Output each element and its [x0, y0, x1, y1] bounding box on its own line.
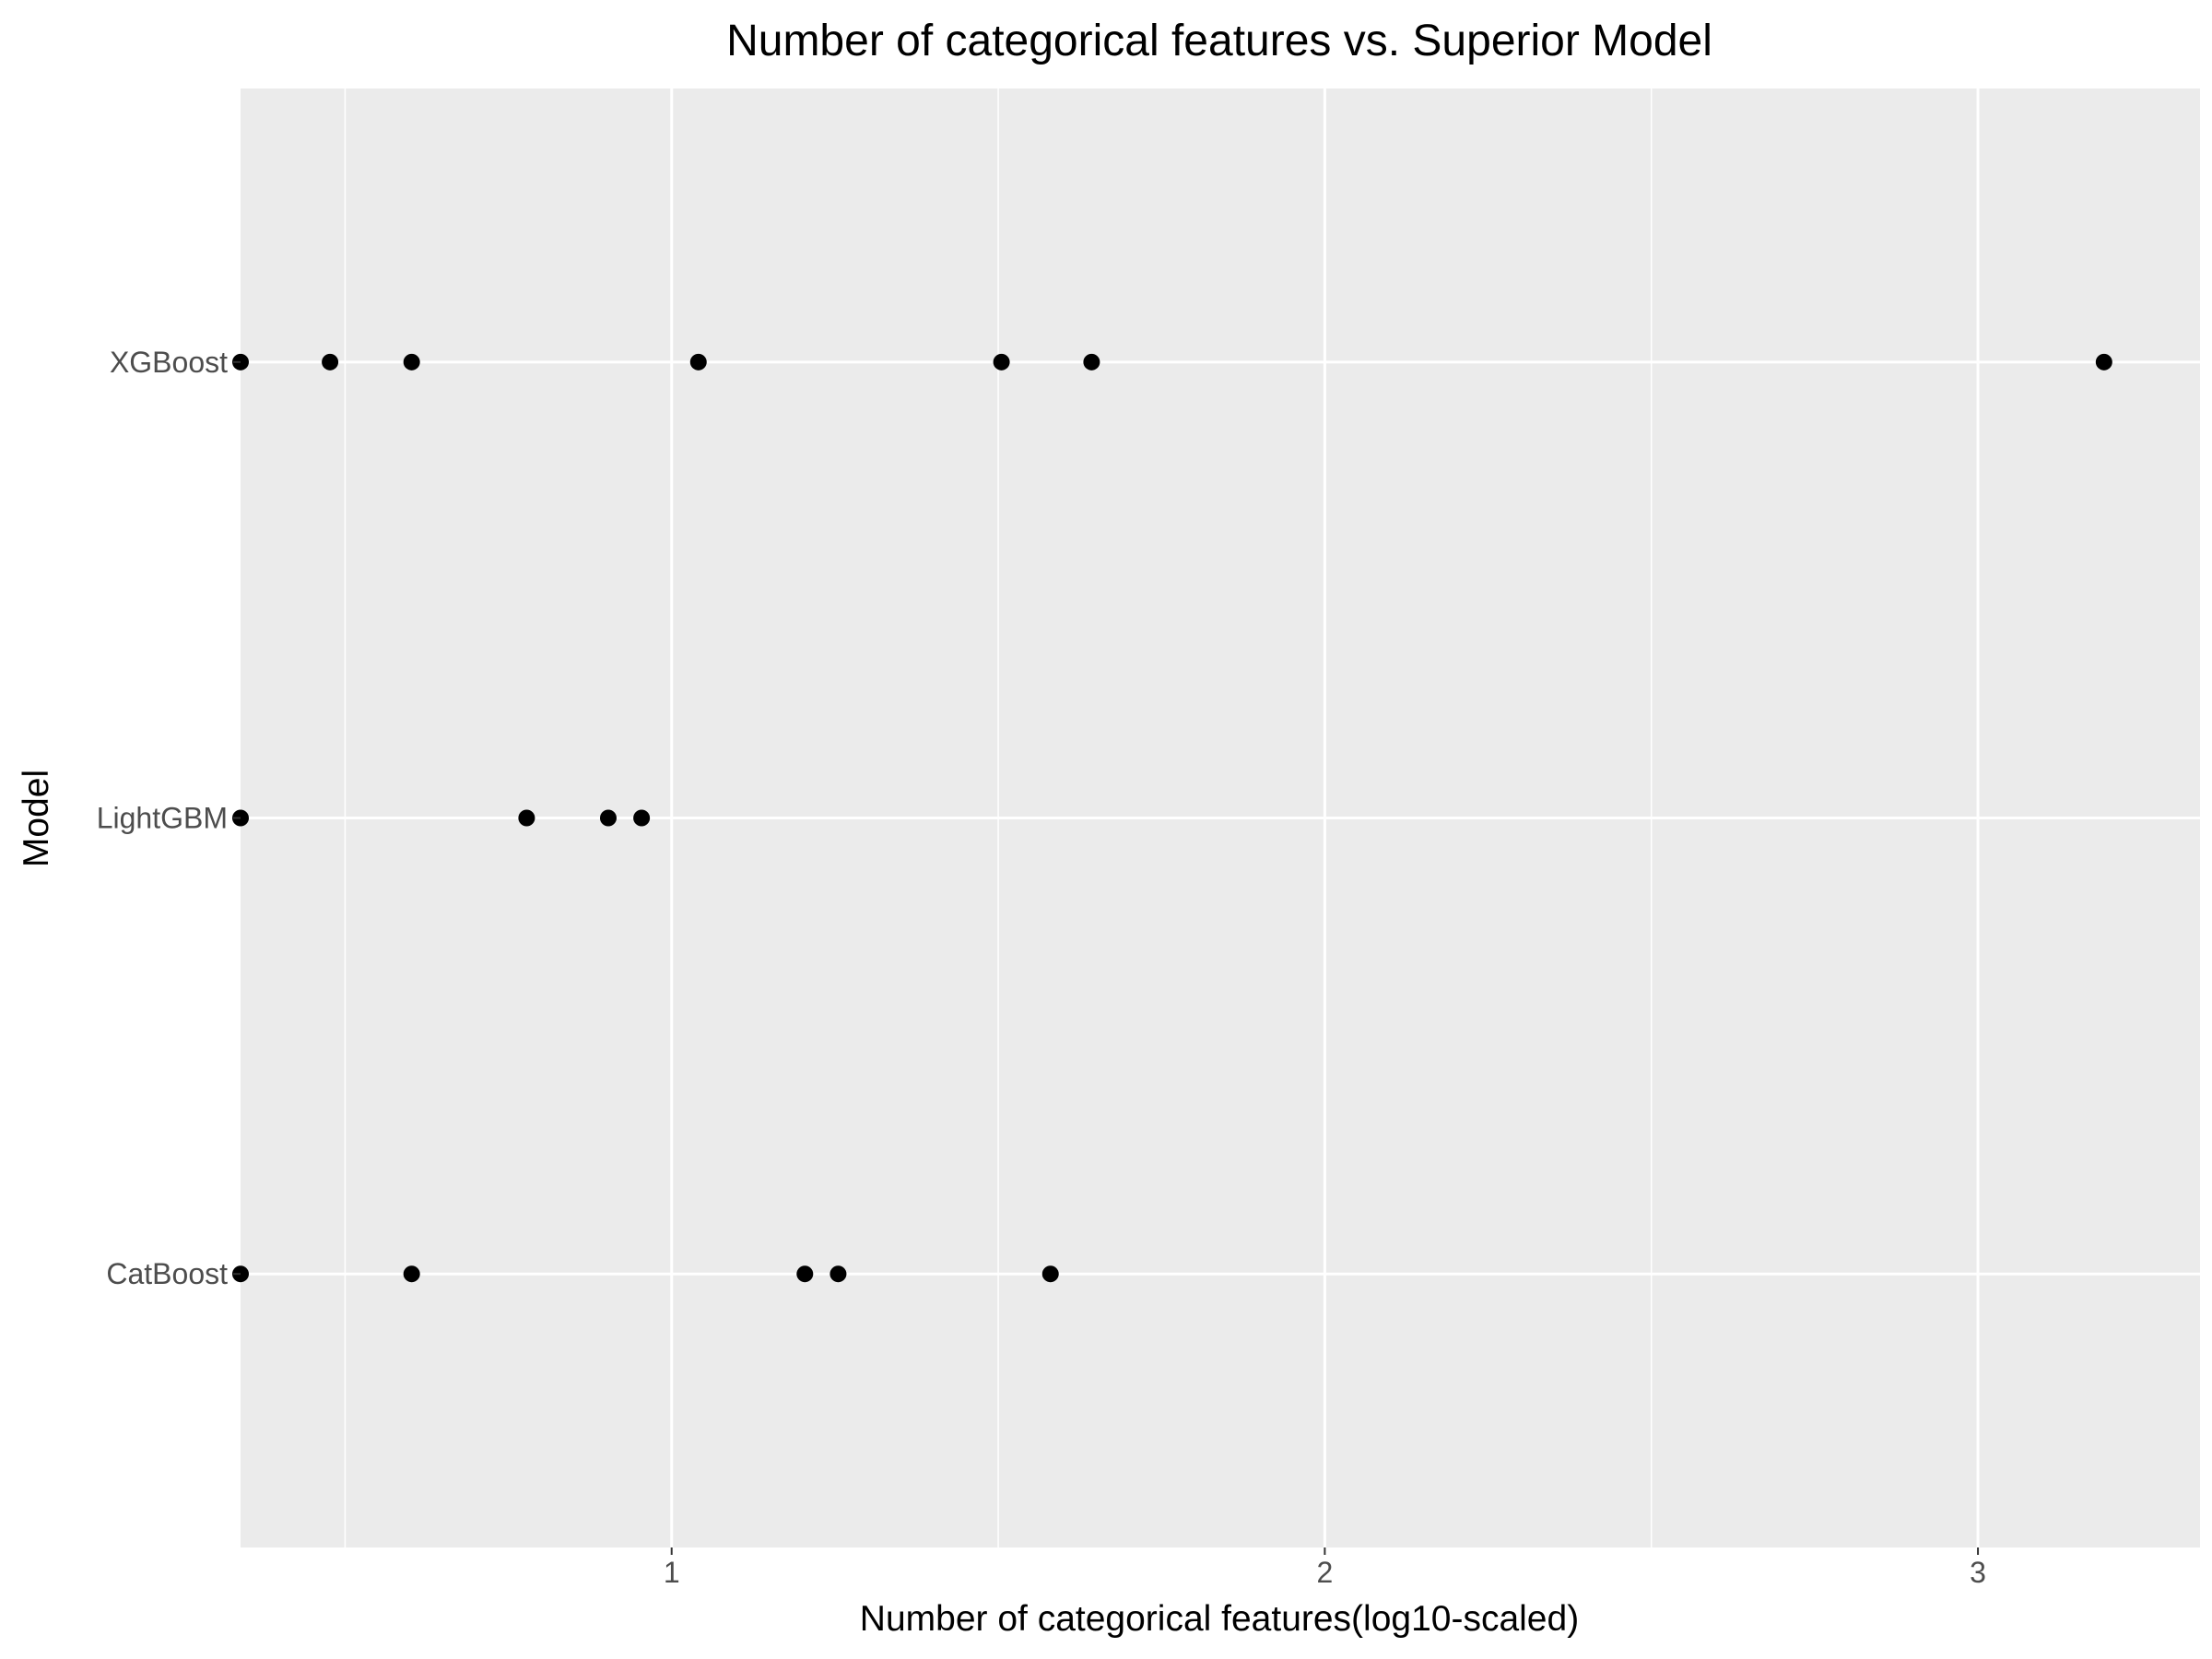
- y-tick-label: XGBoost: [110, 346, 228, 379]
- y-tick-label: LightGBM: [97, 802, 228, 835]
- data-point: [830, 1265, 847, 1283]
- major-gridlines-y: [241, 360, 2200, 1276]
- data-point: [1041, 1265, 1059, 1283]
- data-point: [689, 353, 707, 371]
- data-point: [2095, 353, 2112, 371]
- y-axis-title: Model: [17, 770, 56, 867]
- y-tick-label: CatBoost: [106, 1257, 228, 1290]
- data-point: [403, 1265, 420, 1283]
- data-point: [993, 353, 1010, 371]
- data-point: [403, 353, 420, 371]
- data-point: [322, 353, 339, 371]
- data-point: [1083, 353, 1100, 371]
- x-axis-title: Number of categorical features(log10-sca…: [860, 1599, 1579, 1639]
- x-tick-label: 1: [664, 1556, 680, 1589]
- x-axis-ticks: 1 2 3: [664, 1547, 1986, 1589]
- data-point: [796, 1265, 814, 1283]
- data-point: [599, 809, 617, 827]
- x-tick-label: 2: [1316, 1556, 1333, 1589]
- x-tick-label: 3: [1970, 1556, 1986, 1589]
- data-point: [633, 809, 651, 827]
- data-point: [518, 809, 535, 827]
- chart-title: Number of categorical features vs. Super…: [726, 17, 1712, 65]
- y-axis-ticks: CatBoost LightGBM XGBoost: [97, 346, 241, 1290]
